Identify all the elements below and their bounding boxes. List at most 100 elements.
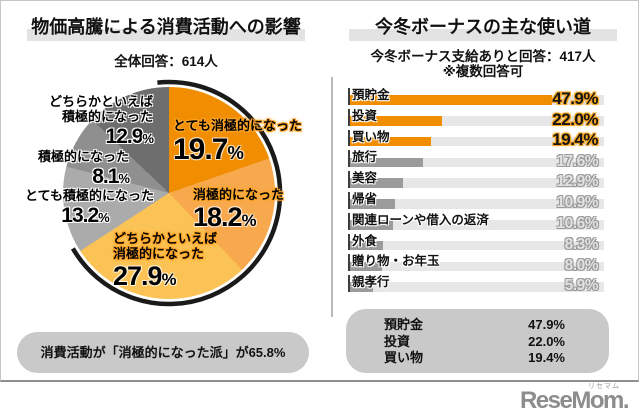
bar-label: 買い物	[352, 129, 390, 144]
bar-label: 贈り物・お年玉	[352, 254, 440, 269]
bar-percent: 5.9%	[564, 277, 599, 295]
bar-fill	[348, 136, 431, 147]
pie-panel-title: 物価高騰による消費活動への影響	[9, 13, 323, 41]
bar-label: 美容	[352, 171, 378, 186]
bar-panel-subtitle-line1: 今冬ボーナス支給ありと回答：417人	[370, 49, 596, 64]
pie-slice-name: とても積極的になった	[25, 188, 154, 203]
bar-row: 預貯金 47.9%	[348, 85, 604, 108]
bar-tick	[348, 108, 350, 126]
bar-row: 贈り物・お年玉 8.0%	[348, 251, 604, 274]
summary-row: 預貯金 47.9%	[384, 317, 565, 334]
bar-panel-subtitle: 今冬ボーナス支給ありと回答：417人 ※複数回答可	[335, 49, 631, 79]
bar-row: 投資 22.0%	[348, 106, 604, 129]
bar-tick	[348, 254, 350, 272]
pie-slice-percent: 18.2%	[193, 202, 256, 232]
bar-fill	[348, 199, 395, 209]
pie-slice-label: とても消極的になった 19.7%	[173, 118, 302, 165]
bar-label: 関連ローンや借入の返済	[352, 212, 489, 227]
bar-row: 関連ローンや借入の返済 10.6%	[348, 210, 604, 231]
bar-track	[348, 240, 604, 251]
bar-percent: 8.0%	[564, 256, 599, 274]
summary-value: 19.4%	[528, 350, 565, 365]
bar-fill	[348, 95, 553, 105]
pie-panel-subtitle: 全体回答：614人	[114, 54, 218, 69]
pie-slice-percent: 12.9%	[105, 125, 154, 148]
bar-track	[348, 157, 604, 168]
bar-tick	[348, 191, 350, 209]
bar-row: 帰省 10.9%	[348, 189, 604, 210]
pie-slice-name: どちらかといえば	[113, 231, 218, 246]
bar-fill	[348, 261, 383, 272]
pie-slice-name: どちらかといえば	[48, 94, 153, 109]
bar-label: 外食	[352, 233, 378, 248]
bar-label: 旅行	[352, 150, 378, 165]
bar-percent: 8.3%	[564, 235, 599, 253]
summary-box: 預貯金 47.9% 投資 22.0% 買い物 19.4%	[346, 309, 609, 373]
bar-label: 帰省	[352, 191, 378, 206]
pie-annotation-text: 消費活動が「消極的になった派」が65.8%	[40, 345, 286, 360]
pie-slice-percent: 27.9%	[113, 261, 176, 291]
pie-slice-percent: 13.2%	[61, 204, 109, 227]
bar-percent: 10.9%	[556, 194, 599, 212]
bar-percent: 17.6%	[556, 152, 599, 170]
bar-tick	[348, 150, 350, 168]
bar-label: 投資	[352, 108, 378, 123]
pie-slice-name: 消極的になった	[113, 246, 205, 261]
summary-row: 投資 22.0%	[384, 334, 565, 351]
bar-fill	[348, 116, 442, 126]
summary-value: 47.9%	[528, 317, 565, 332]
pie-slice-label: とても積極的になった 13.2%	[25, 188, 154, 227]
bar-panel-subtitle-line2: ※複数回答可	[442, 64, 524, 79]
bar-fill	[348, 220, 394, 230]
summary-row: 買い物 19.4%	[384, 350, 565, 367]
pie-slice-name: 消極的になった	[193, 187, 285, 202]
bar-panel-title-text: 今冬ボーナスの主な使い道	[349, 13, 617, 41]
summary-label: 買い物	[384, 350, 424, 365]
bar-tick	[348, 129, 350, 147]
summary-label: 投資	[384, 333, 411, 349]
pie-slice-label: 積極的になった 8.1%	[29, 149, 130, 188]
bar-row: 買い物 19.4%	[348, 127, 604, 148]
bar-chart: 預貯金 47.9% 投資 22.0% 買い物 19.4% 旅行 17.6% 美容 12.9% 帰省 1…	[348, 85, 604, 293]
resemom-logo-wordmark: ReseMom.	[519, 387, 630, 412]
bar-row: 親孝行 5.9%	[348, 272, 604, 293]
resemom-logo-ruby: リセマム	[588, 383, 620, 390]
bar-panel-title: 今冬ボーナスの主な使い道	[335, 13, 631, 41]
bar-tick	[348, 275, 350, 292]
summary-value: 22.0%	[528, 333, 565, 349]
bar-tick	[348, 233, 350, 251]
bar-percent: 10.6%	[556, 215, 599, 233]
bar-percent: 19.4%	[552, 130, 598, 150]
bar-row: 旅行 17.6%	[348, 147, 604, 170]
bar-fill	[348, 157, 424, 168]
pie-panel-title-text: 物価高騰による消費活動への影響	[27, 13, 305, 41]
chart-frame: 物価高騰による消費活動への影響 全体回答：614人 とても消極的になった 19.7…	[0, 0, 639, 382]
bar-row: 美容 12.9%	[348, 168, 604, 189]
bar-fill	[348, 240, 384, 251]
resemom-logo: リセマム ReseMom.	[519, 383, 630, 412]
bar-track	[348, 178, 604, 188]
bar-percent: 22.0%	[552, 109, 598, 129]
pie-slice-name: とても消極的になった	[173, 118, 302, 133]
pie-slice-label: どちらかといえば 消極的になった 27.9%	[113, 231, 217, 290]
bar-percent: 47.9%	[552, 88, 598, 108]
pie-slice-name: 積極的になった	[61, 109, 153, 124]
bar-track	[348, 95, 604, 105]
bar-label: 親孝行	[352, 275, 390, 290]
bar-fill	[348, 178, 404, 188]
bar-tick	[348, 212, 350, 230]
pie-annotation-pill: 消費活動が「消極的になった派」が65.8%	[17, 332, 309, 373]
bar-track	[348, 282, 604, 292]
bar-track	[348, 136, 604, 147]
bar-fill	[348, 282, 374, 292]
pie-slice-name: 積極的になった	[37, 149, 129, 164]
pie-slice-percent: 8.1%	[92, 165, 130, 188]
bar-track	[348, 220, 604, 230]
bar-row: 外食 8.3%	[348, 231, 604, 252]
bar-percent: 12.9%	[556, 173, 599, 191]
summary-label: 預貯金	[384, 317, 424, 332]
bar-track	[348, 261, 604, 272]
bar-tick	[348, 88, 350, 105]
bar-track	[348, 116, 604, 126]
